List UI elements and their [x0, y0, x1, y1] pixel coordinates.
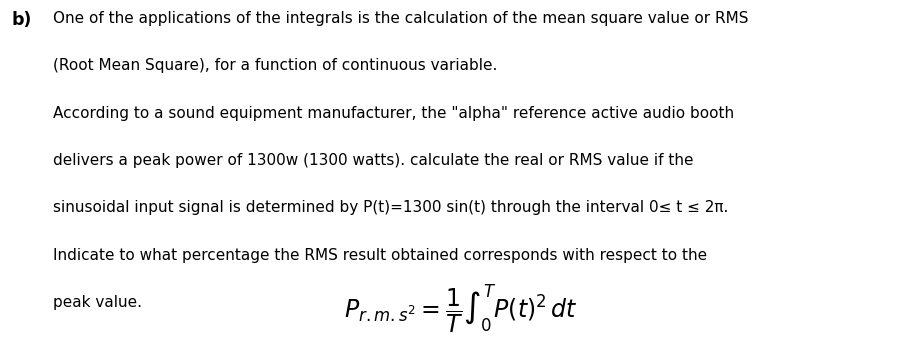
Text: sinusoidal input signal is determined by P(t)=1300 sin(t) through the interval 0: sinusoidal input signal is determined by…: [53, 200, 729, 215]
Text: b): b): [12, 11, 32, 29]
Text: Indicate to what percentage the RMS result obtained corresponds with respect to : Indicate to what percentage the RMS resu…: [53, 248, 707, 262]
Text: According to a sound equipment manufacturer, the "alpha" reference active audio : According to a sound equipment manufactu…: [53, 106, 735, 120]
Text: peak value.: peak value.: [53, 295, 143, 310]
Text: delivers a peak power of 1300w (1300 watts). calculate the real or RMS value if : delivers a peak power of 1300w (1300 wat…: [53, 153, 694, 168]
Text: $P_{r.m.s^{2}} = \dfrac{1}{T}\int_{0}^{T} P(t)^{2}\, dt$: $P_{r.m.s^{2}} = \dfrac{1}{T}\int_{0}^{T…: [344, 282, 578, 335]
Text: (Root Mean Square), for a function of continuous variable.: (Root Mean Square), for a function of co…: [53, 58, 498, 73]
Text: One of the applications of the integrals is the calculation of the mean square v: One of the applications of the integrals…: [53, 11, 749, 26]
